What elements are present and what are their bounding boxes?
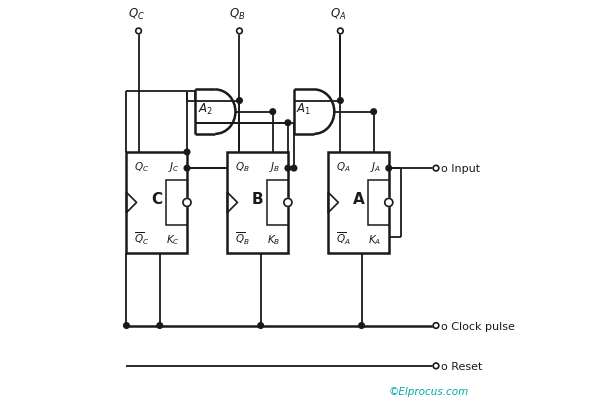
- Circle shape: [291, 166, 297, 171]
- Text: $K_{A}$: $K_{A}$: [368, 232, 382, 246]
- Circle shape: [184, 150, 190, 155]
- Text: $Q_B$: $Q_B$: [229, 7, 245, 22]
- Circle shape: [371, 110, 376, 115]
- Text: $\overline{Q}_{B}$: $\overline{Q}_{B}$: [235, 230, 250, 246]
- Text: $Q_A$: $Q_A$: [330, 7, 347, 22]
- Text: $A_2$: $A_2$: [197, 101, 213, 117]
- Circle shape: [433, 363, 439, 369]
- Circle shape: [124, 323, 129, 328]
- Circle shape: [258, 323, 263, 328]
- Circle shape: [285, 121, 291, 126]
- Text: C: C: [151, 191, 163, 207]
- Text: $Q_{B}$: $Q_{B}$: [235, 160, 250, 174]
- Circle shape: [386, 166, 392, 171]
- Text: $Q_{A}$: $Q_{A}$: [335, 160, 350, 174]
- Text: $Q_C$: $Q_C$: [128, 7, 145, 22]
- Text: B: B: [252, 191, 263, 207]
- Text: $J_{A}$: $J_{A}$: [370, 160, 382, 174]
- Text: $\overline{Q}_{C}$: $\overline{Q}_{C}$: [134, 230, 149, 246]
- Text: $Q_{C}$: $Q_{C}$: [134, 160, 149, 174]
- Text: o Clock pulse: o Clock pulse: [441, 321, 515, 331]
- Circle shape: [136, 29, 142, 35]
- Text: A: A: [353, 191, 364, 207]
- Circle shape: [285, 166, 291, 171]
- Text: $J_{C}$: $J_{C}$: [168, 160, 180, 174]
- Bar: [368, 180, 389, 226]
- Text: ©Elprocus.com: ©Elprocus.com: [389, 386, 469, 396]
- Text: o Reset: o Reset: [441, 361, 482, 371]
- Circle shape: [359, 323, 364, 328]
- Bar: [328, 153, 389, 253]
- Bar: [127, 153, 187, 253]
- Text: o Input: o Input: [441, 164, 481, 174]
- Circle shape: [157, 323, 163, 328]
- Circle shape: [236, 99, 242, 104]
- Text: $J_{B}$: $J_{B}$: [269, 160, 281, 174]
- Circle shape: [338, 99, 343, 104]
- Text: $K_{B}$: $K_{B}$: [267, 232, 281, 246]
- Circle shape: [284, 199, 292, 207]
- Circle shape: [183, 199, 191, 207]
- Circle shape: [236, 29, 242, 35]
- Text: $A_1$: $A_1$: [296, 101, 311, 117]
- Circle shape: [433, 323, 439, 328]
- Circle shape: [385, 199, 393, 207]
- Circle shape: [270, 110, 275, 115]
- Bar: [267, 180, 288, 226]
- Circle shape: [433, 166, 439, 171]
- Text: $\overline{Q}_{A}$: $\overline{Q}_{A}$: [335, 230, 350, 246]
- Circle shape: [338, 29, 343, 35]
- Bar: [166, 180, 187, 226]
- Bar: [227, 153, 288, 253]
- Circle shape: [184, 166, 190, 171]
- Text: $K_{C}$: $K_{C}$: [166, 232, 180, 246]
